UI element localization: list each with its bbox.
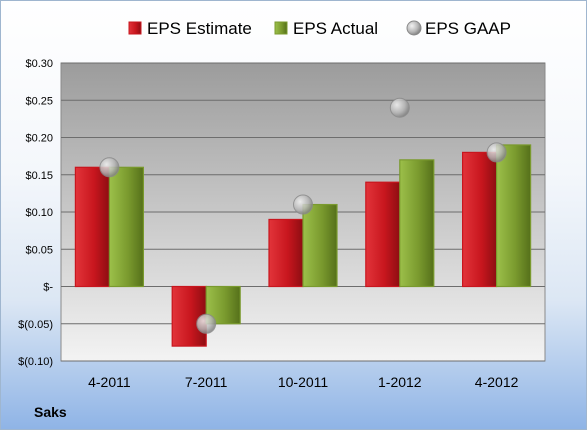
y-tick-label: $0.05 [25,244,53,256]
legend-label: EPS Estimate [147,19,252,38]
estimate-bar [268,218,304,288]
y-tick-label: $0.30 [25,58,53,70]
y-tick-label: $- [43,282,53,294]
legend-estimate-swatch [128,21,142,35]
gaap-point [486,142,507,163]
estimate-bar [462,151,498,288]
actual-bar [399,159,435,288]
gaap-point [389,97,410,118]
gaap-point [293,194,313,215]
legend: EPS Estimate EPS Actual EPS GAAP [128,19,511,38]
x-tick-label: 4-2011 [88,374,131,390]
estimate-bar [365,181,401,288]
actual-bar [108,166,145,288]
x-axis-tick-labels: 4-2011 7-2011 10-2011 1-2012 4-2012 [88,374,518,390]
y-tick-label: $(0.05) [18,319,53,331]
x-tick-label: 1-2012 [378,374,422,390]
y-tick-label: $0.10 [25,207,53,219]
actual-bar [302,203,338,288]
gaap-point [99,157,120,178]
gaap-points [99,97,507,334]
y-axis-tick-labels: $(0.10) $(0.05) $- $0.05 $0.10 $0.15 $0.20 $0.2… [18,58,53,368]
y-tick-label: $(0.10) [18,356,53,368]
y-tick-label: $0.25 [25,95,53,107]
y-tick-label: $0.20 [25,133,53,145]
x-tick-label: 4-2012 [475,374,519,390]
gaap-point [196,313,217,334]
x-tick-label: 10-2011 [278,374,329,390]
legend-label: EPS GAAP [425,19,511,38]
legend-gaap-marker [406,20,422,36]
company-label: Saks [34,404,67,420]
y-tick-label: $0.15 [25,170,53,182]
x-tick-label: 7-2011 [185,374,228,390]
actual-bar [496,144,532,288]
estimate-bar [74,166,111,288]
legend-label: EPS Actual [293,19,378,38]
legend-actual-swatch [274,21,288,35]
